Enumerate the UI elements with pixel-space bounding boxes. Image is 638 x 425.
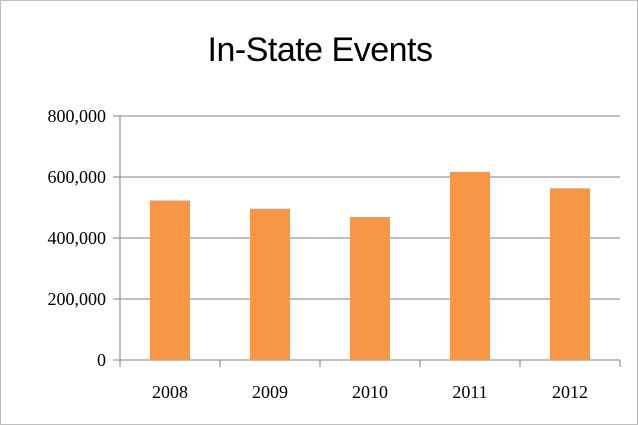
x-tick-label: 2011 (452, 382, 487, 402)
bar-2012 (550, 188, 590, 360)
y-tick-label: 600,000 (48, 167, 107, 187)
x-tick-label: 2010 (352, 382, 388, 402)
bar-2009 (250, 208, 290, 360)
chart-title: In-State Events (207, 31, 433, 69)
x-tick-label: 2012 (552, 382, 588, 402)
bar-2011 (450, 171, 490, 360)
y-tick-label: 400,000 (48, 228, 107, 248)
bar-2010 (350, 216, 390, 360)
y-tick-label: 200,000 (48, 289, 107, 309)
x-tick-label: 2009 (252, 382, 288, 402)
y-tick-label: 0 (97, 350, 106, 370)
x-tick-label: 2008 (152, 382, 188, 402)
y-tick-label: 800,000 (48, 106, 107, 126)
bar-2008 (150, 200, 190, 360)
